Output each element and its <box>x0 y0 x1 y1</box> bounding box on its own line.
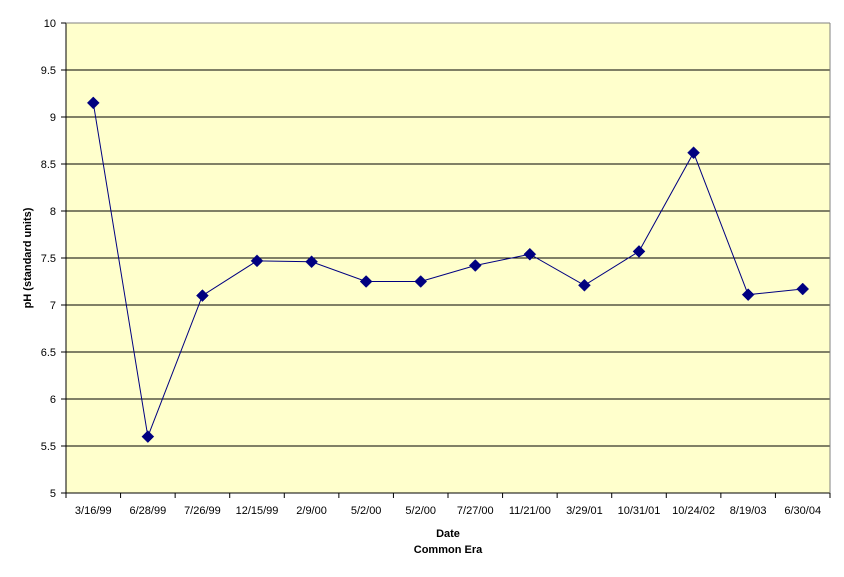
x-tick-label: 8/19/03 <box>730 505 767 517</box>
data-point-marker <box>796 282 810 296</box>
data-point-marker <box>359 275 373 288</box>
x-axis-ticks: 3/16/99 6/28/99 7/26/99 12/15/99 2/9/00 5/2/0… <box>65 493 831 517</box>
x-axis-title: Date <box>436 528 460 540</box>
series-group <box>86 96 810 443</box>
x-tick-label: 7/27/00 <box>457 505 494 517</box>
data-point-marker <box>468 259 482 272</box>
y-tick-label: 8 <box>50 206 56 218</box>
y-tick-label: 9.5 <box>41 65 56 77</box>
y-tick-label: 10 <box>44 18 56 30</box>
y-tick-label: 6 <box>50 394 56 406</box>
x-tick-label: 12/15/99 <box>236 505 279 517</box>
y-axis-ticks: 5 5.5 6 6.5 7 7.5 8 8.5 9 9.5 10 <box>41 18 66 500</box>
x-tick-label: 7/26/99 <box>184 505 221 517</box>
x-tick-label: 10/31/01 <box>618 505 661 517</box>
x-tick-label: 6/28/99 <box>130 505 167 517</box>
y-axis-title: pH (standard units) <box>22 207 34 308</box>
y-tick-label: 5.5 <box>41 441 56 453</box>
data-point-marker <box>632 245 646 258</box>
data-point-marker <box>687 146 700 160</box>
x-axis-subtitle: Common Era <box>414 544 483 556</box>
y-tick-label: 8.5 <box>41 159 56 171</box>
data-point-marker <box>250 254 264 268</box>
data-point-marker <box>305 255 318 269</box>
y-tick-label: 5 <box>50 488 56 500</box>
data-point-marker <box>196 289 209 302</box>
y-tick-label: 6.5 <box>41 347 56 359</box>
x-tick-label: 5/2/00 <box>405 505 436 517</box>
data-point-marker <box>141 430 155 443</box>
data-point-marker <box>523 247 537 261</box>
x-tick-label: 5/2/00 <box>351 505 382 517</box>
x-tick-label: 3/16/99 <box>75 505 112 517</box>
x-tick-label: 2/9/00 <box>296 505 327 517</box>
series-line <box>92 102 803 439</box>
x-tick-label: 10/24/02 <box>672 505 715 517</box>
y-tick-label: 9 <box>50 112 56 124</box>
data-point-marker <box>578 278 591 292</box>
x-tick-label: 6/30/04 <box>784 505 821 517</box>
data-point-marker <box>86 96 100 110</box>
data-point-marker <box>414 275 428 288</box>
data-point-marker <box>741 288 755 302</box>
y-tick-label: 7.5 <box>41 253 56 265</box>
x-tick-label: 11/21/00 <box>509 505 551 517</box>
y-tick-label: 7 <box>50 300 56 312</box>
x-tick-label: 3/29/01 <box>566 505 603 517</box>
